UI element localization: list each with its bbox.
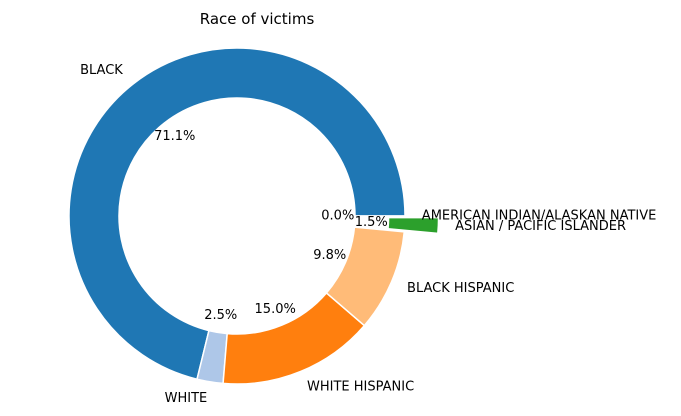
chart-title: Race of victims bbox=[200, 10, 315, 28]
pct-black: 71.1% bbox=[154, 129, 195, 144]
label-black-hispanic: BLACK HISPANIC bbox=[407, 281, 514, 296]
slices-group bbox=[68, 47, 440, 385]
label-american-indian-alaskan-native: AMERICAN INDIAN/ALASKAN NATIVE bbox=[422, 208, 657, 223]
pct-asian-pacific-islander: 1.5% bbox=[355, 215, 388, 230]
slice-black bbox=[68, 47, 406, 381]
pct-american-indian-alaskan-native: 0.0% bbox=[321, 208, 354, 223]
label-white-hispanic: WHITE HISPANIC bbox=[307, 380, 414, 395]
slice-black-hispanic bbox=[325, 226, 406, 327]
pct-white: 2.5% bbox=[204, 308, 237, 323]
labels-group: AMERICAN INDIAN/ALASKAN NATIVE 0.0% BLACK 7… bbox=[80, 63, 656, 406]
label-white: WHITE bbox=[165, 391, 208, 406]
pct-white-hispanic: 15.0% bbox=[255, 302, 296, 317]
label-black: BLACK bbox=[80, 63, 123, 78]
label-asian-pacific-islander: ASIAN / PACIFIC ISLANDER bbox=[455, 219, 626, 234]
slice-asian-pacific-islander bbox=[387, 216, 440, 235]
pct-black-hispanic: 9.8% bbox=[313, 248, 346, 263]
